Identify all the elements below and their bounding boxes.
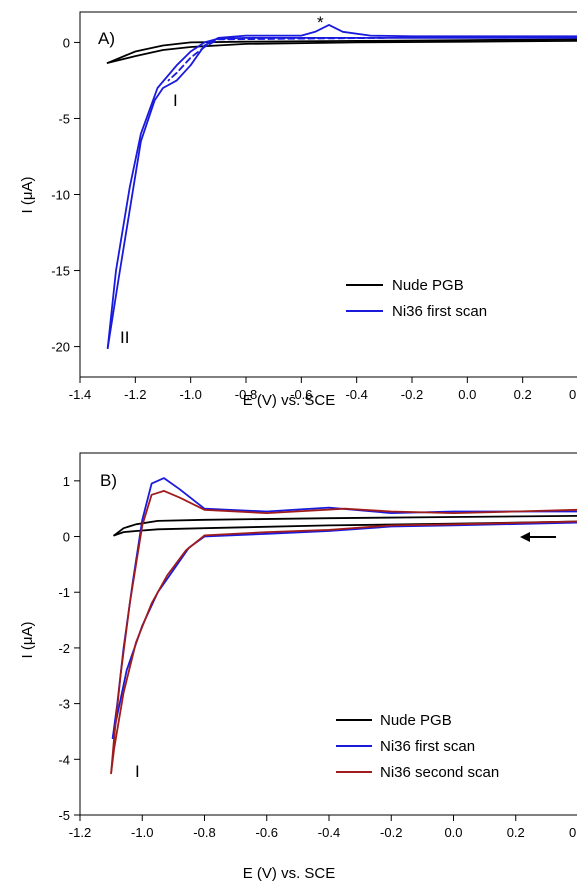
panel-a-x-ticks: -1.4 -1.2 -1.0 -0.8 -0.6 -0.4 -0.2 0.0 0.2 0.4: [69, 377, 577, 402]
x-tick-label: -1.0: [131, 825, 153, 840]
panel-b-series-layer: [110, 477, 577, 775]
series-line-nude-pgb-seg0: [113, 515, 577, 537]
panel-b-x-ticks: -1.2 -1.0 -0.8 -0.6 -0.4 -0.2 0.0 0.2 0.4: [69, 815, 577, 840]
x-tick-label: -1.4: [69, 387, 91, 402]
panel-b-annotation-i: I: [135, 762, 140, 781]
x-tick-label: -0.2: [401, 387, 423, 402]
y-tick-label: -4: [58, 752, 70, 767]
panel-a-legend: Nude PGB Ni36 first scan: [346, 277, 487, 320]
panel-b-x-axis-title-text: E (V) vs. SCE: [243, 865, 336, 882]
x-tick-label: -1.2: [124, 387, 146, 402]
x-tick-label: 0.4: [569, 387, 577, 402]
panel-b-label: B): [100, 471, 117, 490]
series-line-ni36-first-scan-seg1: [106, 37, 577, 350]
x-tick-label: 0.0: [444, 825, 462, 840]
panel-b: -1.2 -1.0 -0.8 -0.6 -0.4 -0.2 0.0 0.2 0.4 1 0 -1 -2…: [19, 452, 577, 882]
panel-a-annotation-star: *: [317, 13, 324, 32]
y-tick-label: -15: [51, 264, 70, 279]
panel-a-legend-label-nude: Nude PGB: [392, 277, 464, 294]
x-tick-label: 0.2: [507, 825, 525, 840]
series-line-ni36-second-scan-seg1: [110, 520, 577, 775]
panel-b-legend-label-ni36-first: Ni36 first scan: [380, 738, 475, 755]
panel-a-x-axis-title: E (V) vs. SCE: [243, 392, 336, 409]
panel-a-y-axis-title: I (μA): [19, 177, 36, 214]
panel-a-legend-label-ni36-first: Ni36 first scan: [392, 303, 487, 320]
series-line-ni36-first-scan-seg0: [106, 23, 577, 350]
panel-a-annotation-i: I: [173, 91, 178, 110]
x-tick-label: -1.0: [179, 387, 201, 402]
y-tick-label: -2: [58, 641, 70, 656]
x-tick-label: -0.2: [380, 825, 402, 840]
y-tick-label: -20: [51, 340, 70, 355]
panel-b-arrow-head: [520, 532, 530, 542]
x-tick-label: -1.2: [69, 825, 91, 840]
panel-b-legend-label-nude: Nude PGB: [380, 712, 452, 729]
panel-b-legend: Nude PGB Ni36 first scan Ni36 second sca…: [336, 712, 499, 781]
series-line-ni36-second-scan-seg0: [110, 489, 577, 775]
x-tick-label: 0.2: [514, 387, 532, 402]
series-line-nude-pgb-seg0: [106, 40, 577, 64]
y-tick-label: -1: [58, 585, 70, 600]
series-line-nude-pgb-seg1: [106, 38, 577, 64]
x-tick-label: -0.8: [193, 825, 215, 840]
panel-b-y-axis-title: I (μA): [19, 622, 36, 659]
series-line-dashed-trace-seg0: [167, 37, 386, 82]
panel-a-label: A): [98, 29, 115, 48]
panel-a-x-axis-title-text: E (V) vs. SCE: [243, 392, 336, 409]
panel-b-direction-arrow: [520, 532, 556, 542]
x-tick-label: -0.6: [256, 825, 278, 840]
panel-a-y-ticks: 0 -5 -10 -15 -20: [51, 35, 80, 355]
panel-a-frame: [79, 11, 577, 378]
y-tick-label: 1: [63, 474, 70, 489]
x-tick-label: -0.8: [235, 387, 257, 402]
x-tick-label: -0.6: [290, 387, 312, 402]
x-tick-label: -0.4: [318, 825, 340, 840]
panel-b-legend-label-ni36-second: Ni36 second scan: [380, 764, 499, 781]
y-tick-label: -3: [58, 697, 70, 712]
panel-a-series-layer: [106, 23, 577, 350]
x-tick-label: 0.4: [569, 825, 577, 840]
panel-b-y-ticks: 1 0 -1 -2 -3 -4 -5: [58, 474, 80, 823]
panel-a-annotation-ii: II: [120, 328, 129, 347]
x-tick-label: -0.4: [345, 387, 367, 402]
y-tick-label: -5: [58, 111, 70, 126]
panel-b-x-axis-title: E (V) vs. SCE: [243, 865, 336, 882]
y-tick-label: -5: [58, 808, 70, 823]
panel-a: -1.4 -1.2 -1.0 -0.8 -0.6 -0.4 -0.2 0.0 0.2 0.4 0 -…: [19, 11, 577, 409]
y-tick-label: 0: [63, 35, 70, 50]
x-tick-label: 0.0: [458, 387, 476, 402]
y-tick-label: 0: [63, 530, 70, 545]
y-tick-label: -10: [51, 188, 70, 203]
